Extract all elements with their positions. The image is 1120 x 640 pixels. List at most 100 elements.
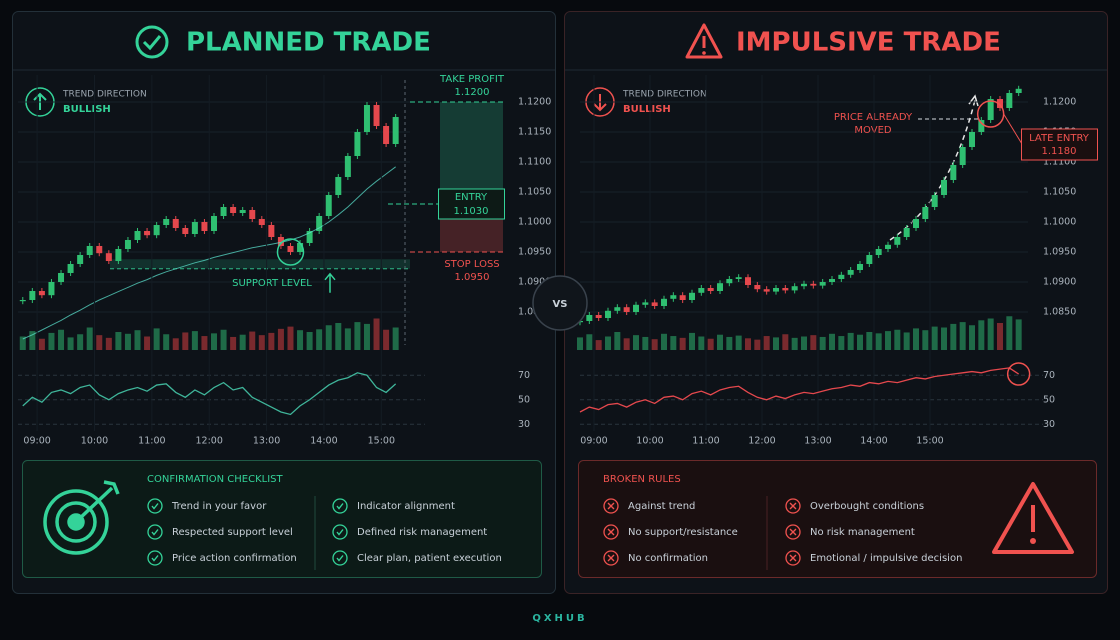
volume-bar — [86, 327, 93, 350]
y-tick-label: 1.1050 — [518, 187, 551, 198]
item-icon — [147, 524, 163, 540]
volume-bar — [857, 334, 863, 350]
volume-bar — [894, 329, 901, 350]
candle — [857, 264, 863, 270]
volume-bar — [48, 332, 55, 350]
item-icon — [789, 528, 797, 536]
candle — [726, 279, 733, 284]
item-icon — [789, 554, 797, 562]
y-tick-label: 30 — [1043, 419, 1055, 430]
volume-bar — [866, 332, 873, 350]
candle — [335, 177, 342, 195]
volume-bar — [941, 327, 947, 350]
volume-bar — [707, 338, 714, 350]
checklist-title: BROKEN RULES — [603, 474, 681, 485]
candle — [115, 249, 122, 261]
candle — [344, 156, 351, 177]
volume-bar — [373, 318, 380, 350]
candle — [931, 195, 938, 207]
y-tick-label: 1.0900 — [518, 277, 551, 288]
item-text: Emotional / impulsive decision — [810, 553, 962, 564]
volume-bar — [763, 336, 770, 350]
volume-bar — [211, 333, 217, 350]
x-tick-label: 13:00 — [253, 436, 280, 447]
y-tick-label: 1.0900 — [1043, 277, 1076, 288]
candle — [763, 289, 770, 292]
volume-bar — [354, 322, 361, 350]
entry-box — [438, 188, 505, 220]
item-icon — [785, 550, 801, 566]
level-line — [1003, 113, 1023, 145]
panel-title: IMPULSIVE TRADE — [736, 28, 1001, 58]
support-label: SUPPORT LEVEL — [232, 278, 312, 289]
item-icon — [603, 550, 619, 566]
candle — [249, 210, 256, 219]
volume-bar — [829, 333, 835, 350]
volume-bar — [316, 329, 323, 350]
support-arrow — [324, 272, 336, 293]
volume-bar — [959, 322, 966, 350]
level-price: 1.1030 — [454, 206, 489, 217]
candle — [144, 231, 151, 236]
item-icon — [336, 529, 344, 536]
level-name: TAKE PROFIT — [439, 74, 505, 85]
x-tick-label: 10:00 — [81, 436, 108, 447]
item-text: Overbought conditions — [810, 501, 924, 512]
volume-bar — [801, 336, 807, 350]
volume-bar — [258, 335, 265, 350]
volume-bar — [689, 332, 695, 350]
x-tick-label: 12:00 — [748, 436, 775, 447]
candle — [96, 246, 103, 254]
volume-bar — [344, 328, 351, 350]
item-text: Indicator alignment — [357, 501, 455, 512]
volume-bar — [987, 318, 994, 350]
item-icon — [332, 498, 348, 514]
volume-bar — [661, 333, 667, 350]
volume-bar — [595, 340, 602, 350]
volume-bar — [670, 336, 677, 350]
volume-bar — [383, 329, 390, 350]
item-text: No risk management — [810, 527, 915, 538]
y-tick-label: 1.1150 — [518, 127, 551, 138]
volume-bar — [642, 336, 649, 350]
checklist-title: CONFIRMATION CHECKLIST — [147, 474, 283, 485]
indicator-line — [579, 367, 1020, 413]
volume-bar — [623, 338, 630, 350]
volume-bar — [287, 326, 294, 350]
volume-bar — [997, 323, 1003, 350]
volume-bar — [220, 329, 227, 350]
candle — [941, 180, 947, 195]
candle — [633, 304, 639, 312]
candle — [959, 147, 966, 165]
y-tick-label: 1.1000 — [1043, 217, 1076, 228]
indicator-line — [22, 372, 397, 416]
volume-bar — [249, 331, 256, 350]
y-tick-label: 1.1200 — [1043, 97, 1076, 108]
candle — [838, 274, 845, 279]
candle — [287, 246, 294, 252]
panel-title: PLANNED TRADE — [186, 28, 431, 58]
candle — [754, 285, 761, 290]
volume-bar — [810, 335, 817, 350]
volume-bar — [67, 337, 74, 350]
candle — [969, 132, 975, 147]
candle — [997, 99, 1003, 108]
item-text: Defined risk management — [357, 527, 487, 538]
vs-badge — [532, 275, 588, 331]
volume-bar — [885, 331, 891, 350]
volume-bar — [335, 323, 342, 350]
item-icon — [147, 498, 163, 514]
candle — [791, 286, 798, 291]
item-text: Against trend — [628, 501, 695, 512]
candle — [670, 295, 677, 299]
candle — [316, 216, 323, 231]
volume-bar — [191, 331, 198, 350]
y-tick-label: 1.1000 — [518, 217, 551, 228]
candle — [258, 219, 265, 225]
volume-bar — [913, 328, 919, 350]
vs-label: VS — [553, 299, 568, 310]
item-text: Trend in your favor — [171, 501, 267, 512]
candle — [623, 307, 630, 312]
warning-big — [992, 482, 1074, 554]
